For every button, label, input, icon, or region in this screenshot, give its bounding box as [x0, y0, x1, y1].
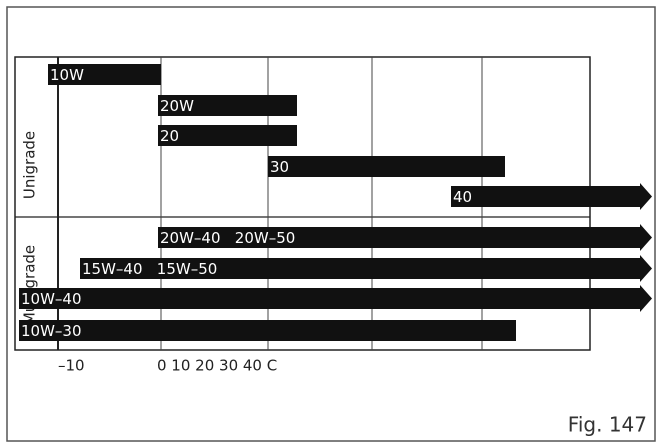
bar-label: 10W–30	[21, 322, 82, 340]
bar-label: 20	[160, 127, 179, 145]
range-bar	[158, 95, 297, 116]
range-bar	[158, 125, 297, 146]
range-bar	[451, 183, 652, 210]
bar-label: 15W–40 15W–50	[82, 260, 217, 278]
bar-label: 10W–40	[21, 290, 82, 308]
axis-label: –10	[58, 357, 85, 375]
figure-label: Fig. 147	[568, 413, 647, 437]
range-bar	[19, 285, 652, 312]
range-bar	[48, 64, 161, 85]
bar-label: 30	[270, 158, 289, 176]
bar-label: 20W–40 20W–50	[160, 229, 295, 247]
range-bar	[80, 255, 652, 282]
range-bar	[19, 320, 516, 341]
group-label: Multigrade	[21, 245, 39, 325]
group-label: Unigrade	[21, 131, 39, 199]
axis-label: 0 10 20 30 40 C	[157, 357, 277, 375]
bar-label: 20W	[160, 97, 194, 115]
range-bar	[268, 156, 505, 177]
range-bar	[158, 224, 652, 251]
bar-label: 40	[453, 188, 472, 206]
bar-label: 10W	[50, 66, 84, 84]
